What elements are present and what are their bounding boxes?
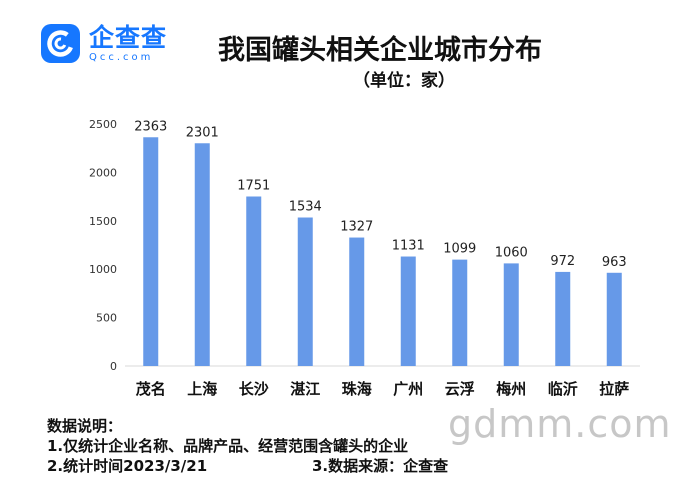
chart-unit: （单位：家） xyxy=(353,71,455,91)
logo-name: 企查查 xyxy=(89,22,168,52)
bar xyxy=(297,217,313,366)
logo-badge-icon xyxy=(41,24,80,63)
bar xyxy=(555,271,571,366)
x-tick-label: 拉萨 xyxy=(599,380,629,398)
data-label: 1534 xyxy=(289,200,322,215)
x-tick-label: 梅州 xyxy=(496,380,526,398)
note-source: 3.数据来源：企查查 xyxy=(312,457,449,475)
x-tick-label: 长沙 xyxy=(239,380,269,398)
x-tick-label: 云浮 xyxy=(445,380,475,398)
y-tick-label: 0 xyxy=(110,360,117,373)
x-tick-label: 珠海 xyxy=(342,380,372,398)
y-tick-label: 500 xyxy=(96,312,117,325)
y-tick-label: 1000 xyxy=(89,263,117,276)
x-tick-label: 上海 xyxy=(187,380,217,398)
bar xyxy=(503,263,519,366)
bar xyxy=(400,256,416,366)
logo: 企查查 Qcc.com xyxy=(41,24,167,63)
data-label: 972 xyxy=(550,254,575,269)
note-line-2: 2.统计时间2023/3/21 xyxy=(47,457,208,475)
data-label: 2301 xyxy=(186,125,219,140)
bar xyxy=(143,137,159,366)
data-label: 1099 xyxy=(443,242,476,257)
y-tick-label: 2000 xyxy=(89,166,117,179)
notes: 数据说明： 1.仅统计企业名称、品牌产品、经营范围含罐头的企业 2.统计时间20… xyxy=(47,416,448,476)
data-label: 1327 xyxy=(340,220,373,235)
bar xyxy=(194,143,210,366)
logo-domain: Qcc.com xyxy=(89,51,154,63)
y-tick-label: 1500 xyxy=(89,215,117,228)
data-label: 1131 xyxy=(392,239,425,254)
watermark: gdmm.com xyxy=(448,402,672,446)
note-line-1: 1.仅统计企业名称、品牌产品、经营范围含罐头的企业 xyxy=(47,437,409,455)
data-label: 1060 xyxy=(495,245,528,260)
x-tick-label: 临沂 xyxy=(548,380,578,398)
data-label: 963 xyxy=(602,255,627,270)
bar xyxy=(246,196,262,366)
y-tick-label: 2500 xyxy=(89,118,117,131)
x-tick-label: 茂名 xyxy=(136,380,166,398)
notes-heading: 数据说明： xyxy=(47,417,123,435)
chart-title: 我国罐头相关企业城市分布 xyxy=(218,35,542,66)
bar xyxy=(452,259,468,366)
x-tick-label: 广州 xyxy=(393,380,423,398)
bar xyxy=(606,272,622,366)
data-label: 1751 xyxy=(237,179,270,194)
bar xyxy=(349,237,365,366)
x-tick-label: 湛江 xyxy=(290,380,320,398)
data-label: 2363 xyxy=(134,119,167,134)
